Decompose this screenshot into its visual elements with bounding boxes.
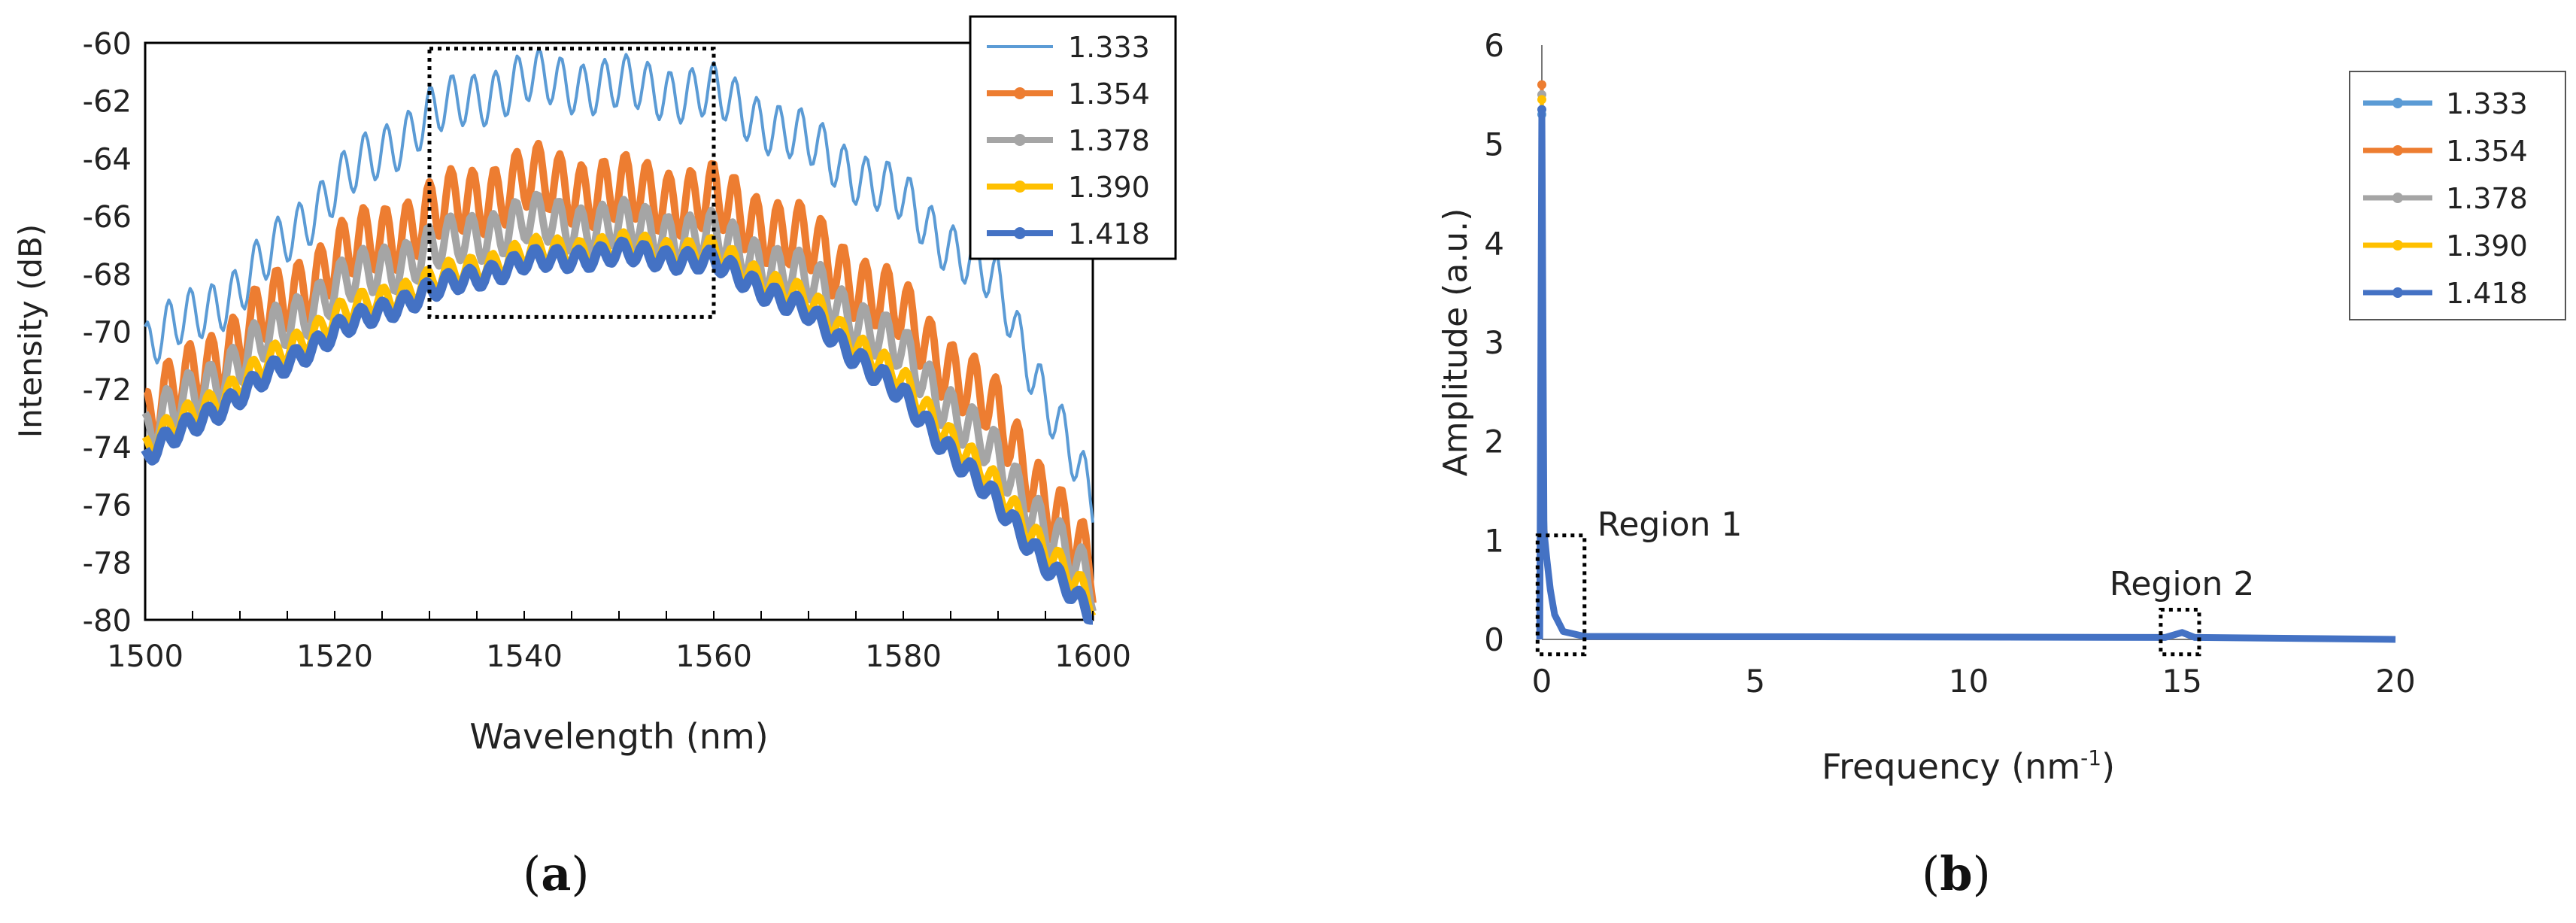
chart-b-legend-marker — [2392, 240, 2403, 250]
chart-b-xtick-label: 5 — [1745, 663, 1765, 700]
panel-label-a: (a) — [523, 846, 590, 901]
chart-a: -60 -62 -64 -66 -68 -70 -72 -74 -76 -78 -80 1500 15… — [12, 15, 1177, 757]
chart-b-legend-marker — [2392, 145, 2403, 156]
chart-a-legend-label: 1.354 — [1068, 77, 1150, 111]
chart-a-xlabel: Wavelength (nm) — [469, 716, 768, 757]
chart-a-xtick-label: 1560 — [675, 639, 752, 674]
chart-b-legend-label: 1.333 — [2446, 87, 2528, 120]
chart-a-ytick-label: -72 — [83, 373, 132, 408]
chart-b-peak-marker-1.390 — [1537, 95, 1546, 105]
chart-b-peak-marker-1.418 — [1537, 105, 1546, 114]
chart-b-xlabel-text: Frequency (nm — [1822, 746, 2080, 787]
chart-a-xtick-label: 1580 — [865, 639, 942, 674]
chart-a-legend-label: 1.390 — [1068, 171, 1150, 204]
chart-b-xtick-label: 10 — [1949, 663, 1989, 700]
chart-b-legend-label: 1.354 — [2446, 135, 2528, 168]
chart-a-ytick-label: -74 — [83, 431, 132, 466]
chart-b-series-line-1.378 — [1537, 93, 2396, 642]
chart-a-series-line-1.333 — [144, 47, 1094, 523]
chart-b-region-label-1: Region 1 — [1597, 506, 1743, 544]
chart-b-legend-marker — [2392, 193, 2403, 203]
chart-a-ytick-label: -60 — [83, 27, 132, 62]
chart-b-legend-label: 1.378 — [2446, 182, 2528, 215]
chart-a-series-line-1.354 — [144, 139, 1097, 604]
chart-b-series-line-1.333 — [1537, 112, 2396, 642]
chart-b-ytick-label: 3 — [1484, 324, 1504, 361]
chart-a-xtick-label: 1500 — [107, 639, 184, 674]
chart-b-ytick-label: 6 — [1484, 27, 1504, 64]
chart-b-xtick-label: 20 — [2375, 663, 2415, 700]
chart-a-xtick-label: 1600 — [1054, 639, 1131, 674]
chart-a-legend-label: 1.418 — [1068, 217, 1150, 250]
chart-b: Region 1 Region 2 0 1 2 3 4 5 6 0 5 10 15 20 Freque… — [1437, 27, 2566, 787]
panel-label-b-letter: b — [1940, 846, 1973, 901]
chart-b-ytick-label: 4 — [1484, 225, 1504, 262]
chart-a-series-line-1.390 — [141, 228, 1097, 618]
chart-a-ytick-label: -76 — [83, 489, 132, 524]
chart-a-series-line-1.418 — [141, 236, 1096, 625]
chart-a-ytick-label: -80 — [83, 604, 132, 639]
chart-b-region-box-2 — [2159, 608, 2201, 657]
chart-a-legend-marker — [1014, 181, 1026, 193]
chart-a-legend-marker — [1014, 87, 1026, 99]
chart-b-ytick-label: 5 — [1484, 126, 1504, 163]
panel-label-a-letter: a — [541, 846, 572, 901]
chart-a-ytick-label: -70 — [83, 316, 132, 351]
chart-a-legend-marker — [1014, 227, 1026, 239]
chart-b-ylabel: Amplitude (a.u.) — [1437, 208, 1475, 477]
chart-b-ytick-label: 0 — [1484, 621, 1504, 658]
chart-b-legend-marker — [2392, 98, 2403, 108]
chart-b-legend-marker — [2392, 287, 2403, 298]
chart-a-ytick-label: -68 — [83, 258, 132, 293]
chart-a-legend-marker — [1014, 134, 1026, 146]
chart-b-xlabel: Frequency (nm-1) — [1822, 745, 2115, 787]
chart-a-ytick-label: -64 — [83, 142, 132, 177]
chart-b-legend-label: 1.418 — [2446, 277, 2528, 310]
chart-b-xtick-label: 0 — [1532, 663, 1552, 700]
chart-b-peak-marker-1.354 — [1537, 80, 1546, 90]
chart-b-legend: 1.333 1.354 1.378 1.390 1.418 — [2349, 71, 2566, 320]
chart-a-legend-label: 1.333 — [1068, 31, 1150, 64]
chart-a-series-line-1.378 — [141, 190, 1097, 612]
chart-b-ytick-label: 2 — [1484, 424, 1504, 460]
chart-a-ytick-label: -62 — [83, 85, 132, 120]
chart-a-legend-label: 1.378 — [1068, 124, 1150, 157]
chart-a-xtick-label: 1540 — [486, 639, 563, 674]
chart-b-series-line-1.390 — [1537, 97, 2396, 642]
panel-label-b: (b) — [1922, 846, 1991, 901]
chart-b-region-label-2: Region 2 — [2110, 565, 2255, 603]
chart-a-ytick-label: -78 — [83, 546, 132, 581]
chart-a-highlight-box — [427, 47, 716, 319]
chart-b-xtick-label: 15 — [2162, 663, 2202, 700]
chart-a-ytick-label: -66 — [83, 200, 132, 235]
chart-b-xlabel-end: ) — [2101, 746, 2115, 787]
chart-b-ytick-label: 1 — [1484, 522, 1504, 559]
chart-b-series-line-1.418 — [1536, 106, 2396, 643]
chart-a-ylabel: Intensity (dB) — [12, 224, 49, 438]
chart-b-xlabel-superscript: -1 — [2080, 745, 2101, 770]
chart-b-series-line-1.354 — [1537, 83, 2396, 642]
chart-b-legend-label: 1.390 — [2446, 229, 2528, 263]
chart-a-xtick-label: 1520 — [296, 639, 373, 674]
chart-a-legend: 1.333 1.354 1.378 1.390 1.418 — [969, 15, 1177, 260]
